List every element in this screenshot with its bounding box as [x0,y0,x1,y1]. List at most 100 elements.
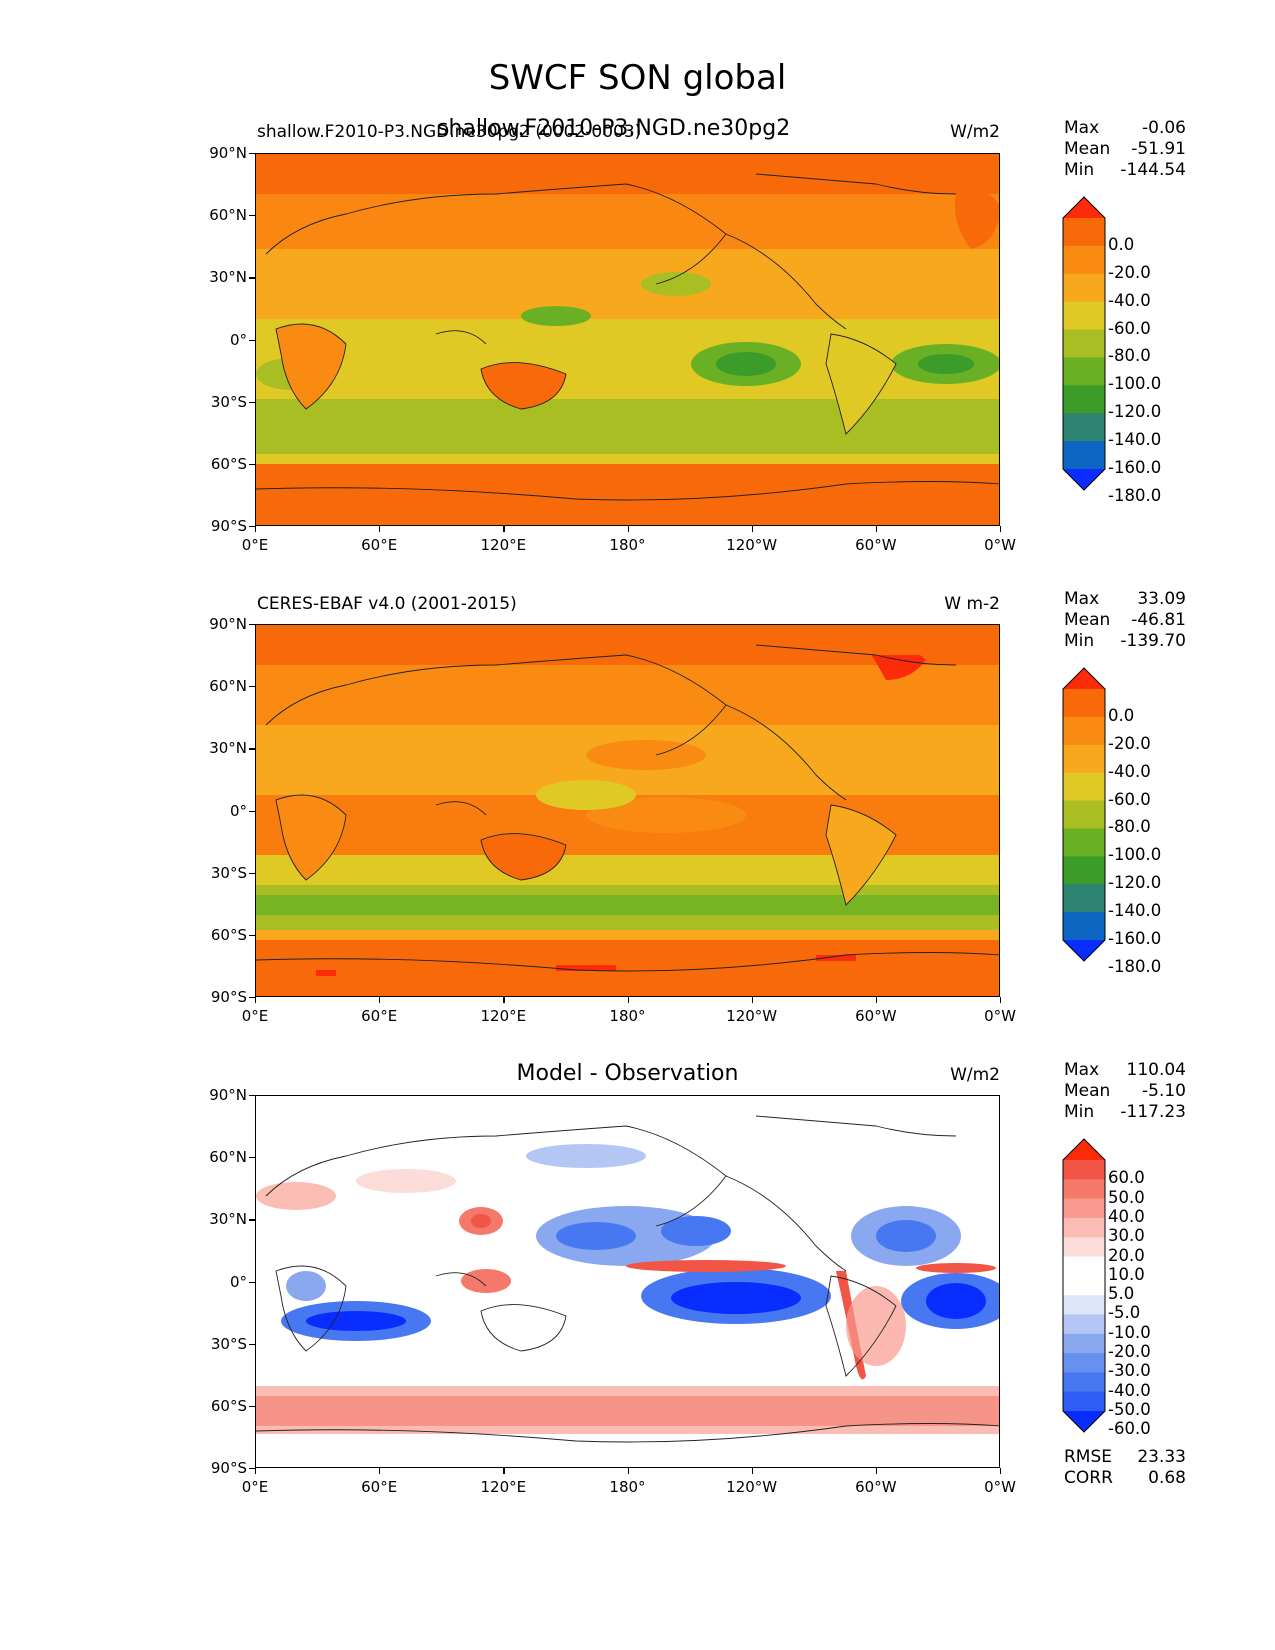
panel3-lon-tick-mark [1000,1468,1002,1474]
colorbar-segment [1063,441,1105,470]
panel1-lat-tick-mark [249,401,255,403]
panel3-colorbar [1062,1138,1106,1433]
panel3-lat-tick-label: 90°S [210,1459,247,1477]
colorbar-segment [1063,1179,1105,1200]
panel2-lat-tick-label: 90°S [210,988,247,1006]
panel3-colorbar-label: -60.0 [1108,1419,1151,1439]
panel1-colorbar-label: -180.0 [1108,485,1162,505]
panel3-lon-tick-mark [751,1468,753,1474]
panel3-lon-tick-label: 60°E [361,1478,398,1496]
panel1-field [256,154,999,525]
panel3-lon-tick-label: 180° [609,1478,646,1496]
colorbar-segment [1063,1295,1105,1315]
panel1-colorbar-label: -140.0 [1108,430,1162,450]
colorbar-segment [1063,1198,1105,1219]
colorbar-segment [1063,1217,1105,1238]
corr-value: 0.68 [1148,1468,1186,1488]
panel2-mean-label: Mean [1064,610,1111,630]
panel3-lat-tick-mark [249,1343,255,1345]
panel3-colorbar-label: 50.0 [1108,1187,1145,1207]
panel1-lat-tick-label: 0° [229,330,247,349]
colorbar-extend-max [1063,668,1105,689]
panel3-units: W/m2 [950,1065,1000,1085]
panel3-lon-tick-mark [255,1468,257,1474]
panel3-lon-tick-mark [503,1468,505,1474]
panel3-min-label: Min [1064,1102,1095,1122]
panel3-colorbar-label: 5.0 [1108,1284,1135,1304]
colorbar-segment [1063,1275,1105,1296]
colorbar-segment [1063,716,1105,746]
panel1-lat-tick-mark [249,277,255,279]
panel2-colorbar-label: -80.0 [1108,817,1151,837]
panel2-lon-tick-label: 60°E [361,1007,398,1025]
panel2-lon-tick-label: 120°E [480,1007,527,1025]
panel1-colorbar-label: 0.0 [1108,234,1135,254]
panel3-lon-tick-label: 0°W [984,1478,1016,1496]
colorbar-outline [1062,667,1106,962]
panel3-lat-tick-label: 30°S [210,1334,247,1353]
panel3-lon-tick-mark [627,1468,629,1474]
panel1-min-value: -144.54 [1120,160,1186,180]
panel1-lon-tick-label: 120°E [480,536,527,554]
panel1-lat-tick-mark [249,215,255,217]
panel2-lon-tick-label: 0°E [241,1007,269,1025]
panel2-left-title: CERES-EBAF v4.0 (2001-2015) [257,594,517,614]
panel2-lon-tick-label: 180° [609,1007,646,1025]
colorbar-segment [1063,828,1105,857]
panel3-colorbar-label: -30.0 [1108,1361,1151,1381]
panel1-colorbar [1062,196,1106,491]
panel1-lon-tick-mark [875,526,878,532]
panel1-mean-label: Mean [1064,139,1111,159]
panel2-lon-tick-mark [1000,997,1002,1003]
panel1-colorbar-label: -100.0 [1108,374,1162,394]
panel3-lat-tick-label: 30°N [209,1210,247,1229]
colorbar-extend-max [1063,197,1105,218]
colorbar-outline [1062,1138,1106,1433]
panel3-lat-tick-label: 0° [229,1272,247,1291]
panel1-colorbar-label: -60.0 [1108,318,1151,338]
panel2-lon-tick-label: 0°W [984,1007,1016,1025]
panel3-lat-tick-mark [249,1219,255,1221]
panel3-lon-tick-label: 120°W [726,1478,778,1496]
colorbar-segment [1063,689,1105,718]
panel1-lat-tick-mark [249,463,255,466]
panel2-lon-tick-mark [503,997,505,1003]
rmse-label: RMSE [1064,1447,1113,1467]
panel2-lat-tick-mark [249,810,255,812]
panel1-max-label: Max [1064,118,1100,138]
colorbar-segment [1063,245,1105,275]
panel3-colorbar-label: 60.0 [1108,1168,1145,1188]
panel3-lon-tick-mark [875,1468,878,1474]
panel2-lat-tick-mark [249,624,255,626]
panel3-lat-tick-mark [249,1281,255,1283]
panel1-colorbar-label: -20.0 [1108,262,1151,282]
panel2-stats: Max 33.09 Mean -46.81 Min -139.70 [1064,589,1186,652]
panel1-colorbar-label: -120.0 [1108,402,1162,422]
overlay-case-title: shallow.F2010-P3.NGD.ne30pg2 [437,116,791,141]
panel1-mean-value: -51.91 [1131,139,1186,159]
panel3-lat-tick-mark [249,1405,255,1408]
panel3-max-value: 110.04 [1126,1060,1186,1080]
panel3-colorbar-label: 20.0 [1108,1245,1145,1265]
panel1-colorbar-label: -40.0 [1108,290,1151,310]
panel3-center-title: Model - Observation [516,1061,739,1086]
colorbar-segment [1063,744,1105,774]
panel3-colorbar-label: 30.0 [1108,1226,1145,1246]
panel2-mean-value: -46.81 [1131,610,1186,630]
colorbar-extend-min [1063,940,1105,961]
colorbar-extend-max [1063,1139,1105,1160]
colorbar-segment [1063,1391,1105,1412]
panel1-stats: Max -0.06 Mean -51.91 Min -144.54 [1064,118,1186,181]
panel1-lon-tick-mark [1000,526,1002,532]
panel2-lon-tick-mark [875,997,878,1003]
panel3-mean-label: Mean [1064,1081,1111,1101]
panel3-lat-tick-label: 60°S [210,1396,247,1415]
panel2-lat-tick-mark [249,872,255,874]
panel3-colorbar-label: 40.0 [1108,1206,1145,1226]
panel2-min-label: Min [1064,631,1095,651]
panel3-lat-tick-mark [249,1157,255,1159]
panel3-colorbar-label: -50.0 [1108,1400,1151,1419]
colorbar-segment [1063,357,1105,386]
panel2-colorbar-label: -60.0 [1108,789,1151,809]
panel2-colorbar-label: -100.0 [1108,845,1162,865]
